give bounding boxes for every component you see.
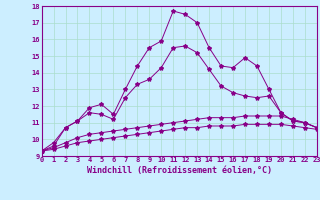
X-axis label: Windchill (Refroidissement éolien,°C): Windchill (Refroidissement éolien,°C) [87,166,272,175]
